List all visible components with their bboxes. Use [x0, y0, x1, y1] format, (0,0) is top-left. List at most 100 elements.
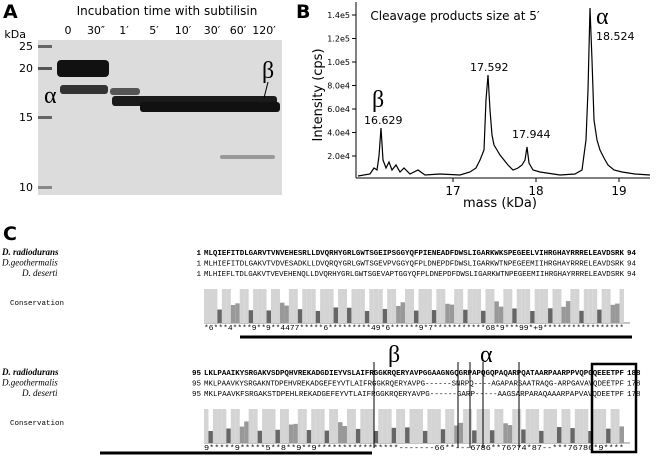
conservation-bar	[472, 430, 477, 443]
conservation-bar	[561, 306, 566, 323]
conservation-bar	[592, 289, 598, 323]
conservation-bar	[481, 310, 486, 323]
conservation-bar	[485, 409, 490, 443]
conservation-bar	[503, 289, 508, 323]
conservation-bar	[279, 409, 285, 443]
conservation-bar	[288, 289, 294, 323]
conservation-bar	[556, 427, 562, 443]
conservation-bar	[405, 289, 410, 323]
conservation-bar	[525, 289, 531, 323]
conservation-bar	[454, 289, 459, 323]
conservation-bar	[369, 409, 374, 443]
marker-label: 15	[19, 111, 33, 124]
conservation-bar	[539, 289, 544, 323]
gel-title: Incubation time with subtilisin	[77, 4, 258, 18]
conservation-bar	[355, 428, 361, 443]
conservation-bar	[619, 426, 624, 443]
conservation-bar	[507, 425, 513, 443]
conservation-bar	[248, 310, 254, 323]
sequence: MLQIEFITDLGARVTVNVEHESRLLDVQRHYGRLGWTSGE…	[204, 250, 624, 258]
x-tick-label: 17	[445, 184, 460, 198]
conservation-bar	[320, 289, 325, 323]
y-tick-label: 2.0e4	[327, 152, 350, 161]
conservation-bar	[378, 289, 383, 323]
lane-label: 60′	[230, 24, 247, 37]
peak-label: 18.524	[596, 30, 635, 43]
conservation-bar	[503, 423, 508, 443]
conservation-bar	[244, 289, 249, 323]
conservation-bar	[400, 302, 406, 323]
species: D. radiodurans	[1, 367, 59, 377]
lane-label: 120′	[252, 24, 276, 37]
conservation-bar	[570, 428, 575, 443]
sequence: MKLPAAVKYSRGAKNTDPEHVREKADGEFEYVTLAIFRGG…	[204, 381, 624, 389]
conservation-bar	[333, 307, 339, 323]
conservation-bar	[275, 289, 280, 323]
conservation-bar	[271, 289, 276, 323]
conservation-bar	[244, 421, 249, 443]
panel-label: C	[3, 223, 17, 245]
conservation-bar	[271, 409, 276, 443]
conservation-bar	[548, 308, 553, 323]
conservation-bar	[382, 308, 388, 323]
species: D. deserti	[21, 268, 58, 278]
conservation-bar	[360, 409, 365, 443]
conservation-bar	[333, 409, 339, 443]
lane-label: 30″	[87, 24, 105, 37]
conservation-bar	[288, 424, 294, 443]
conservation-bar	[418, 409, 423, 443]
conservation-bar	[574, 409, 580, 443]
conservation-bar	[619, 289, 624, 323]
conservation-bar	[512, 308, 517, 323]
conservation-bar	[534, 409, 540, 443]
conservation-bar	[212, 289, 218, 323]
conservation-bar	[297, 309, 303, 323]
conservation-bar	[516, 289, 522, 323]
conservation-bar	[364, 310, 370, 323]
y-axis-label: Intensity (cps)	[311, 48, 326, 141]
conservation-bar	[592, 409, 598, 443]
conservation-bar	[440, 429, 446, 443]
conservation-bar	[574, 289, 580, 323]
sequence: MKLPAAVKFSRGAKSTDPEHLREKADGEFEYVTLAIFRGG…	[204, 391, 624, 399]
conservation-bar	[561, 409, 566, 443]
conservation-bar	[248, 409, 254, 443]
seq-end: 188	[627, 370, 641, 378]
conservation-bar	[463, 309, 468, 323]
conservation-bar	[257, 289, 263, 323]
conservation-bar	[436, 409, 441, 443]
conservation-bar	[306, 430, 312, 443]
conservation-bar	[427, 289, 432, 323]
sequence: LKLPAAIKYSRGAKVSDPQHVREKADGDIEYVSLAIFRGG…	[204, 370, 624, 378]
conservation-bar	[324, 289, 330, 323]
kda-unit: kDa	[4, 28, 26, 41]
conservation-bar	[507, 289, 513, 323]
conservation-bar	[414, 310, 419, 323]
conservation-bar	[315, 310, 321, 323]
conservation-bar	[467, 289, 473, 323]
conservation-bar	[329, 289, 334, 323]
peak-symbol: α	[596, 4, 609, 30]
conservation-bar	[610, 409, 616, 443]
conservation-bar	[311, 409, 316, 443]
conservation-bar	[253, 289, 258, 323]
conservation-bar	[396, 305, 401, 323]
conservation-bar	[266, 409, 272, 443]
conservation-bar	[445, 409, 450, 443]
marker-label: 25	[19, 40, 33, 53]
sequence: MLHIEFITDLGAKVTVDVESADKLLDVQRQYGRLGWTSGE…	[204, 261, 624, 269]
seq-start: 1	[196, 250, 201, 258]
conservation-bar	[373, 430, 379, 443]
conservation-bar	[239, 289, 245, 323]
peak-label: 17.592	[470, 61, 509, 74]
conservation-bar	[342, 289, 347, 323]
conservation-bar	[583, 289, 589, 323]
conservation-bar	[230, 304, 236, 323]
conservation-bar	[266, 310, 272, 323]
conservation-bar	[472, 289, 477, 323]
conservation-bar	[293, 289, 298, 323]
seq-end: 94	[627, 271, 637, 279]
conservation-bar	[606, 289, 611, 323]
conservation-bar	[253, 409, 258, 443]
conservation-bar	[588, 430, 593, 443]
